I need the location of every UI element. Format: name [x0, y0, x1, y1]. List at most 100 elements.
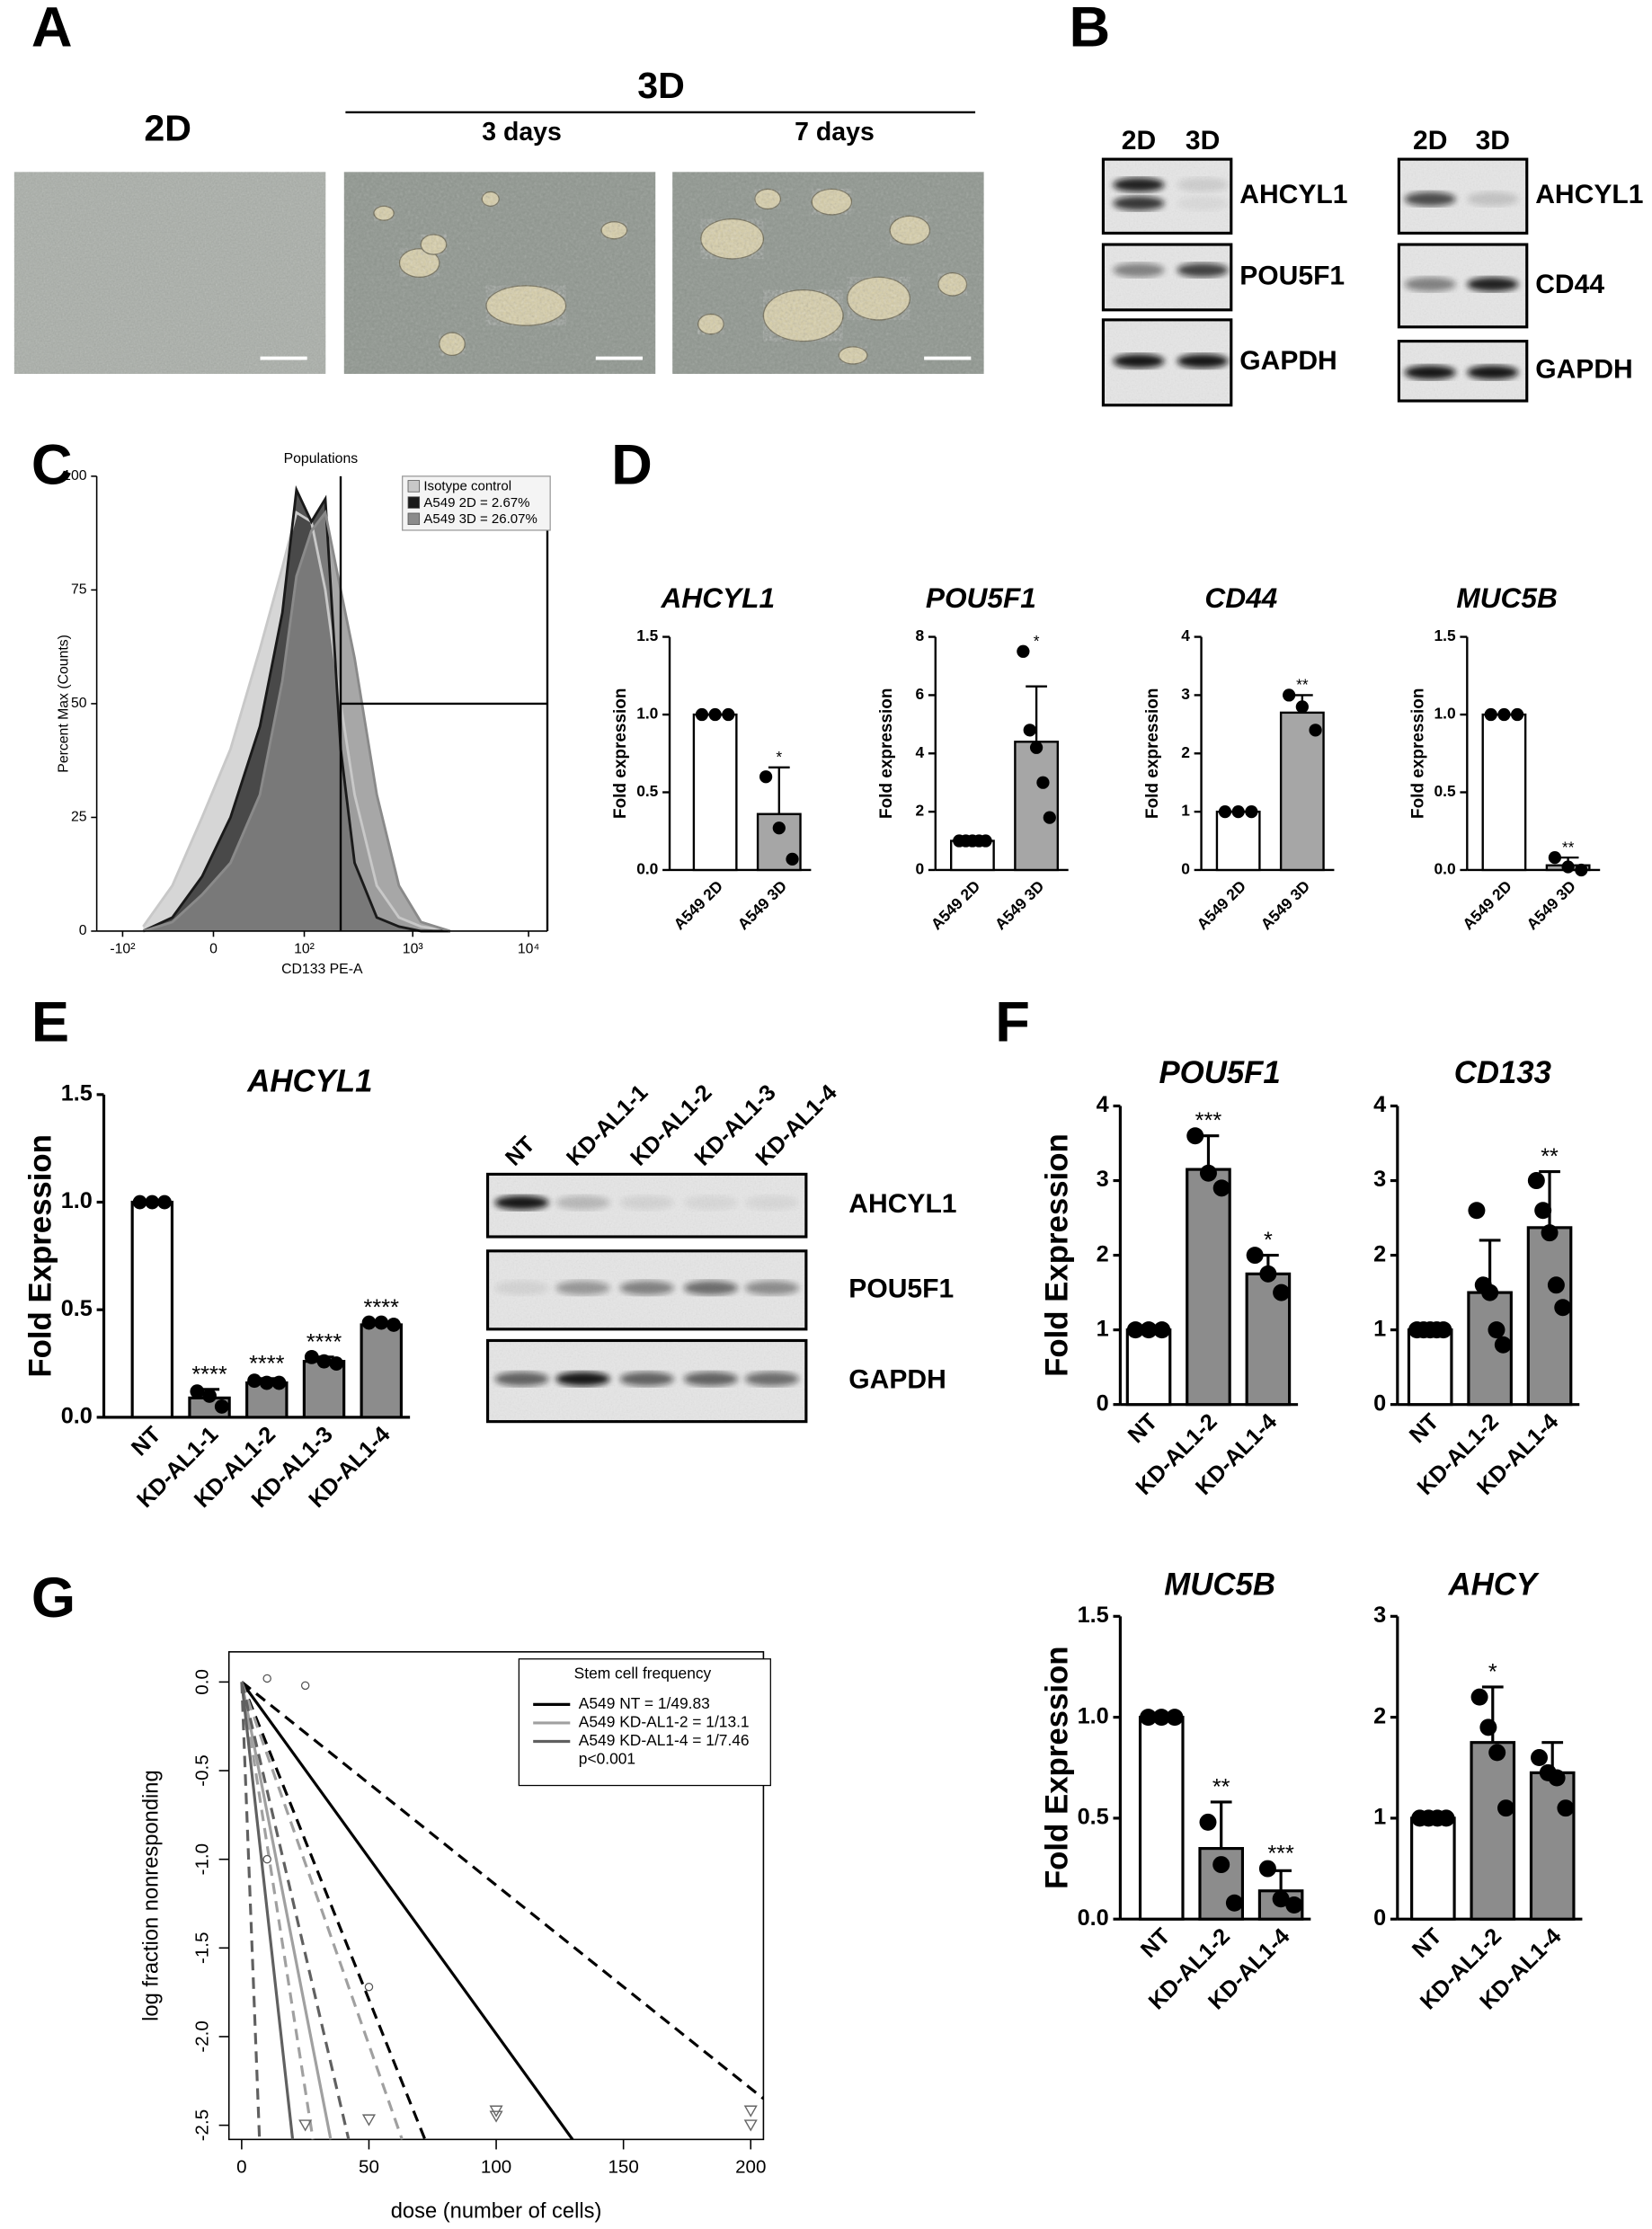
spheroid-texture [754, 189, 781, 209]
data-point [1548, 851, 1562, 865]
lane-label: 3D [1186, 126, 1220, 155]
error-bar [1210, 1800, 1232, 1849]
x-tick-label: A549 2D [670, 877, 726, 934]
band [1113, 262, 1165, 278]
lane-label: 2D [1122, 126, 1156, 155]
band [1467, 191, 1519, 207]
bar [360, 1323, 403, 1419]
data-point [1212, 1856, 1230, 1874]
x-tick-label: A549 3D [1523, 877, 1579, 934]
data-point [190, 1384, 205, 1399]
blot-texture [1105, 160, 1230, 232]
data-point [1273, 1283, 1291, 1301]
micrographs [13, 172, 984, 374]
data-point [1029, 741, 1044, 754]
significance: ** [1296, 676, 1309, 694]
bar [1407, 1328, 1453, 1407]
y-tick-label: 100 [63, 468, 87, 484]
significance: **** [306, 1329, 342, 1354]
data-point [1497, 1799, 1514, 1817]
x-tick-label: 0 [209, 942, 218, 957]
band [1404, 277, 1456, 292]
data-point [1199, 1164, 1217, 1182]
band [494, 1372, 549, 1387]
y-tick-label: 3 [1373, 1603, 1386, 1628]
data-point [979, 834, 992, 848]
band [744, 1195, 799, 1210]
data-point [202, 1389, 217, 1403]
y-tick-label: 1 [1097, 1316, 1109, 1341]
y-tick-label: 4 [1373, 1092, 1386, 1117]
y-tick-label: 1.5 [1078, 1603, 1109, 1628]
y-tick-label: 1.0 [1434, 705, 1456, 723]
data-point [300, 1681, 310, 1691]
x-tick-label: 0 [236, 2156, 246, 2177]
spheroid-texture [482, 191, 500, 207]
data-point [386, 1318, 401, 1332]
y-tick-label: 0.0 [61, 1404, 93, 1429]
legend-swatch [407, 480, 421, 493]
error-bar [1539, 1170, 1560, 1228]
legend-label: A549 3D = 26.07% [423, 511, 537, 527]
data-point [1541, 1224, 1559, 1242]
gate-label: Populations [284, 451, 359, 466]
x-tick-label: 10³ [403, 942, 423, 957]
data-point [1258, 1860, 1276, 1878]
spheroid-texture [763, 289, 843, 342]
y-tick-label: 0 [915, 860, 924, 878]
data-point [708, 707, 722, 722]
x-tick-label: A549 3D [734, 877, 791, 934]
x-tick-label: A549 2D [1459, 877, 1515, 934]
data-point [374, 1315, 389, 1330]
x-tick-label: NT [1408, 1923, 1447, 1963]
histogram-line [142, 509, 451, 933]
data-point [1295, 700, 1309, 714]
x-tick-label: NT [1136, 1923, 1176, 1963]
band [555, 1372, 610, 1387]
x-tick-label: A549 3D [991, 877, 1048, 934]
data-point [1043, 811, 1056, 824]
ci-line [240, 1681, 404, 2140]
chart-title: POU5F1 [926, 582, 1036, 614]
data-point [1283, 688, 1296, 702]
legend-swatch [407, 512, 421, 526]
data-point [1434, 1321, 1452, 1339]
y-tick-label: -1.5 [192, 1932, 213, 1964]
y-tick-label: 2 [1373, 1241, 1386, 1266]
protein-label: AHCYL1 [848, 1189, 956, 1219]
data-point [1468, 1202, 1486, 1220]
data-point [743, 2105, 758, 2118]
bar [692, 713, 738, 872]
y-tick-label: 1.0 [1078, 1703, 1109, 1728]
data-point [1199, 1813, 1217, 1831]
band [1177, 196, 1229, 211]
band [1113, 196, 1165, 211]
spheroid-texture [421, 234, 447, 255]
spheroid-texture [439, 333, 466, 356]
error-bar [768, 766, 790, 814]
x-tick-label: A549 2D [1193, 877, 1249, 934]
data-point [1153, 1321, 1171, 1339]
data-point [1488, 1744, 1506, 1762]
data-point [1511, 707, 1524, 722]
data-point [364, 1982, 374, 1992]
band [1404, 191, 1456, 207]
condition-label: 3D [637, 65, 685, 106]
x-tick-label: 10² [294, 942, 315, 957]
bar [1279, 711, 1325, 872]
band [683, 1195, 738, 1210]
y-tick-label: 75 [71, 582, 87, 598]
y-tick-label: 0.0 [192, 1669, 213, 1695]
chart-title: CD44 [1204, 582, 1277, 614]
spheroid-texture [697, 314, 724, 334]
lane-label: 2D [1413, 126, 1447, 155]
y-tick-label: 0.5 [636, 782, 658, 800]
y-tick-label: 50 [71, 696, 87, 711]
y-tick-label: 0.0 [1078, 1905, 1109, 1931]
x-tick-label: 100 [481, 2156, 511, 2177]
y-tick-label: 8 [915, 626, 924, 644]
blot-texture [1105, 245, 1230, 309]
data-point [1126, 1321, 1144, 1339]
